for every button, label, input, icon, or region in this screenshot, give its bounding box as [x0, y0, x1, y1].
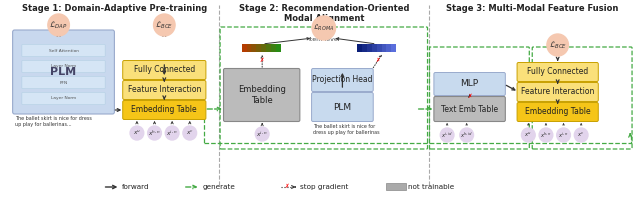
Text: generate: generate — [202, 184, 236, 190]
Circle shape — [539, 128, 553, 142]
Text: $x^{i,n}$: $x^{i,n}$ — [558, 130, 569, 140]
Text: $x^c$: $x^c$ — [186, 129, 194, 137]
Text: not trainable: not trainable — [408, 184, 454, 190]
FancyBboxPatch shape — [22, 45, 105, 56]
Text: ✗: ✗ — [375, 58, 380, 62]
Text: stop gradient: stop gradient — [300, 184, 349, 190]
FancyBboxPatch shape — [434, 97, 506, 121]
Bar — [391, 44, 396, 52]
Text: ✗: ✗ — [284, 184, 289, 188]
Text: Layer Norm: Layer Norm — [51, 97, 76, 100]
Text: $x^{i,id}$: $x^{i,id}$ — [441, 130, 453, 140]
Bar — [362, 44, 367, 52]
FancyBboxPatch shape — [123, 80, 206, 99]
Circle shape — [148, 126, 161, 140]
Circle shape — [48, 14, 69, 36]
FancyBboxPatch shape — [13, 30, 115, 114]
Text: Fully Connected: Fully Connected — [134, 66, 195, 74]
Circle shape — [557, 128, 570, 142]
Bar — [387, 183, 406, 190]
Bar — [377, 44, 381, 52]
Bar — [357, 44, 362, 52]
Text: $\mathcal{L}_{DAP}$: $\mathcal{L}_{DAP}$ — [49, 19, 68, 31]
Text: Stage 3: Multi-Modal Feature Fusion: Stage 3: Multi-Modal Feature Fusion — [446, 4, 618, 13]
FancyBboxPatch shape — [517, 102, 598, 121]
FancyBboxPatch shape — [123, 100, 206, 119]
Text: Fully Connected: Fully Connected — [527, 68, 588, 76]
Text: $x^c$: $x^c$ — [577, 131, 585, 139]
Bar — [271, 44, 276, 52]
Circle shape — [522, 128, 535, 142]
Text: The ballet skirt is nice for
dress up play for ballerinas: The ballet skirt is nice for dress up pl… — [313, 124, 380, 135]
Circle shape — [165, 126, 179, 140]
Text: $x^{i,n}$: $x^{i,n}$ — [257, 129, 268, 139]
Text: Stage 1: Domain-Adaptive Pre-training: Stage 1: Domain-Adaptive Pre-training — [22, 4, 207, 13]
FancyBboxPatch shape — [223, 68, 300, 121]
Text: Feature Interaction: Feature Interaction — [521, 88, 595, 97]
Circle shape — [255, 127, 269, 141]
Text: $\mathcal{L}_{BCE}$: $\mathcal{L}_{BCE}$ — [548, 39, 567, 51]
Text: Projection Head: Projection Head — [312, 75, 372, 84]
Circle shape — [312, 16, 335, 40]
Text: $\mathcal{L}_{BCE}$: $\mathcal{L}_{BCE}$ — [156, 19, 173, 31]
Bar — [242, 44, 246, 52]
FancyBboxPatch shape — [312, 92, 373, 121]
Bar — [246, 44, 252, 52]
Circle shape — [547, 34, 568, 56]
Text: $x^{h,n}$: $x^{h,n}$ — [540, 130, 552, 140]
Text: Embedding
Table: Embedding Table — [237, 85, 285, 105]
Text: $\mathcal{L}_{ROMA}$: $\mathcal{L}_{ROMA}$ — [313, 23, 335, 33]
Text: MLP: MLP — [461, 79, 479, 88]
Text: Self Attention: Self Attention — [49, 48, 79, 52]
Text: $x^u$: $x^u$ — [524, 131, 532, 139]
Text: item-level: item-level — [308, 37, 340, 42]
FancyBboxPatch shape — [517, 82, 598, 102]
Circle shape — [183, 126, 196, 140]
Bar — [372, 44, 377, 52]
FancyBboxPatch shape — [123, 60, 206, 79]
Bar — [261, 44, 266, 52]
Circle shape — [460, 128, 474, 142]
Text: Text Emb Table: Text Emb Table — [441, 104, 498, 114]
Circle shape — [154, 14, 175, 36]
Bar — [252, 44, 256, 52]
Text: ✗: ✗ — [260, 58, 264, 62]
Bar — [276, 44, 281, 52]
Text: FFN: FFN — [60, 80, 68, 84]
Text: $x^u$: $x^u$ — [132, 129, 141, 137]
Bar — [266, 44, 271, 52]
Text: PLM: PLM — [333, 102, 351, 112]
FancyBboxPatch shape — [22, 60, 105, 72]
Text: $x^{h,id}$: $x^{h,id}$ — [460, 130, 473, 140]
Bar — [387, 44, 391, 52]
Text: Stage 2: Recommendation-Oriented
Modal Alignment: Stage 2: Recommendation-Oriented Modal A… — [239, 4, 409, 23]
FancyBboxPatch shape — [22, 92, 105, 104]
FancyBboxPatch shape — [434, 72, 506, 96]
Bar — [367, 44, 372, 52]
Text: The ballet skirt is nice for dress
up play for ballerinas...: The ballet skirt is nice for dress up pl… — [15, 116, 92, 127]
Circle shape — [130, 126, 144, 140]
Bar — [256, 44, 261, 52]
Text: Layer Norm: Layer Norm — [51, 64, 76, 68]
Text: $x^{i,n}$: $x^{i,n}$ — [166, 128, 178, 138]
Text: Feature Interaction: Feature Interaction — [127, 86, 201, 95]
FancyBboxPatch shape — [22, 76, 105, 88]
Text: Embedding Table: Embedding Table — [131, 106, 197, 114]
Circle shape — [574, 128, 588, 142]
FancyBboxPatch shape — [517, 62, 598, 82]
Text: ✗: ✗ — [467, 94, 472, 98]
Text: forward: forward — [122, 184, 150, 190]
Text: $x^{h,n}$: $x^{h,n}$ — [148, 128, 161, 138]
Circle shape — [440, 128, 454, 142]
Bar — [381, 44, 387, 52]
Text: PLM: PLM — [51, 67, 77, 77]
Text: Embedding Table: Embedding Table — [525, 108, 591, 116]
FancyBboxPatch shape — [312, 68, 373, 92]
